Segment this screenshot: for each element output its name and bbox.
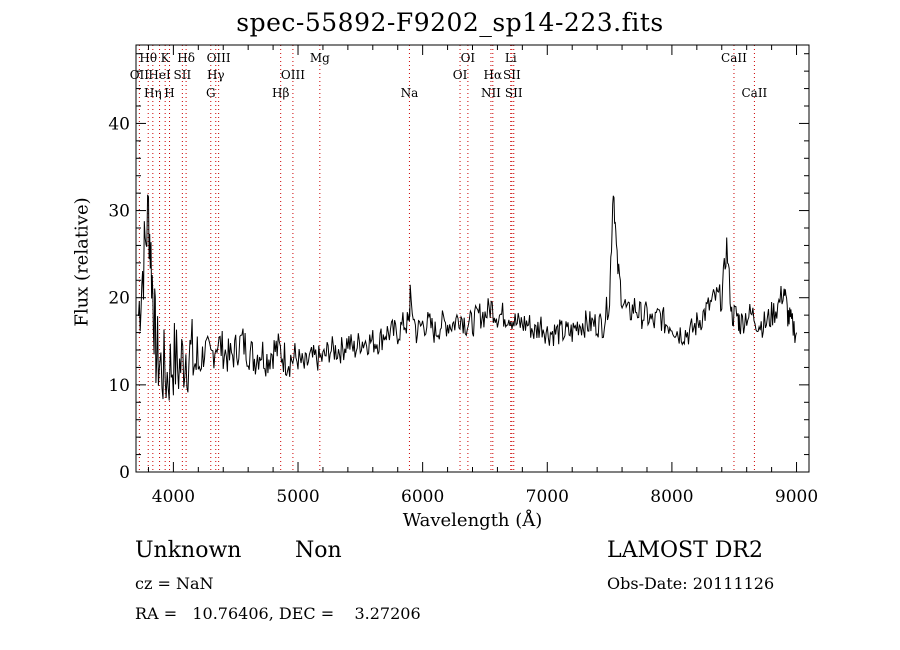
y-tick-label: 0: [119, 463, 130, 483]
x-tick-label: 5000: [276, 487, 319, 507]
x-axis-label: Wavelength (Å): [402, 510, 543, 531]
y-tick-label: 20: [108, 289, 130, 309]
line-marker-label: Hα: [484, 68, 503, 82]
line-marker-label: SII: [174, 68, 192, 82]
y-tick-label: 30: [108, 202, 130, 222]
line-marker-label: OI: [461, 51, 476, 65]
line-marker-label: Hδ: [177, 51, 195, 65]
line-marker-label: HeI: [148, 68, 171, 82]
line-marker-label: Na: [401, 86, 419, 100]
obs-date-label: Obs-Date: 20111126: [607, 574, 775, 593]
coordinates-label: RA = 10.76406, DEC = 3.27206: [135, 604, 421, 623]
line-marker-label: CaII: [721, 51, 747, 65]
redshift-label: cz = NaN: [135, 574, 214, 593]
line-marker-label: Hη: [144, 86, 162, 100]
line-marker-label: K: [161, 51, 171, 65]
plot-frame: [135, 44, 810, 473]
x-tick-label: 8000: [650, 487, 693, 507]
y-tick-label: 40: [108, 114, 130, 134]
release-label: LAMOST DR2: [607, 538, 763, 563]
line-marker-label: OIII: [281, 68, 305, 82]
line-marker-label: NII: [481, 86, 501, 100]
x-tick-label: 7000: [526, 487, 569, 507]
line-marker-label: OII: [130, 68, 150, 82]
y-axis-label: Flux (relative): [71, 197, 93, 327]
line-marker-label: SII: [503, 68, 521, 82]
line-marker-label: Hβ: [272, 86, 289, 100]
y-tick-label: 10: [108, 376, 130, 396]
line-marker-label: OI: [453, 68, 468, 82]
chart-title: spec-55892-F9202_sp14-223.fits: [236, 8, 664, 37]
line-marker-label: Mg: [310, 51, 330, 65]
line-marker-label: OIII: [207, 51, 231, 65]
line-marker-label: SII: [505, 86, 523, 100]
line-marker-label: G: [206, 86, 216, 100]
spectrum-line: [138, 194, 797, 401]
x-tick-label: 6000: [401, 487, 444, 507]
x-tick-label: 9000: [775, 487, 818, 507]
line-marker-label: Li: [505, 51, 517, 65]
line-marker-label: Hγ: [207, 68, 225, 82]
line-marker-label: H: [164, 86, 174, 100]
class-label: Unknown: [135, 538, 242, 563]
line-marker-label: CaII: [741, 86, 767, 100]
subclass-label: Non: [295, 538, 342, 563]
x-tick-label: 4000: [152, 487, 195, 507]
line-marker-label: Hθ: [139, 51, 157, 65]
